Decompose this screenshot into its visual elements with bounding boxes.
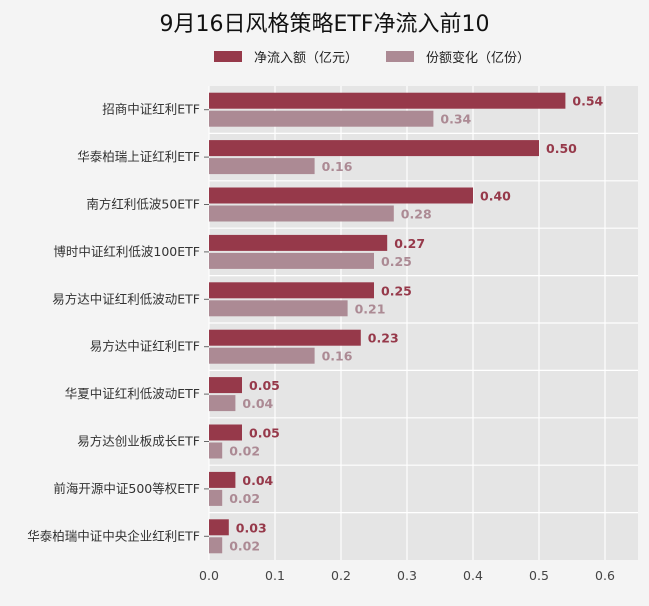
bar-shares (209, 395, 236, 412)
x-tick-label: 0.1 (265, 568, 285, 583)
value-label-shares: 0.16 (322, 349, 353, 364)
x-tick-label: 0.5 (529, 568, 549, 583)
chart-title: 9月16日风格策略ETF净流入前10 (159, 12, 490, 37)
value-label-inflow: 0.27 (394, 236, 425, 251)
legend-swatch-inflow (214, 51, 242, 62)
bar-shares (209, 205, 394, 222)
bar-shares (209, 489, 223, 506)
legend-label-inflow: 净流入额（亿元） (254, 51, 359, 66)
value-label-inflow: 0.03 (236, 520, 267, 535)
category-label: 华夏中证红利低波动ETF (65, 386, 200, 401)
value-label-shares: 0.02 (229, 491, 260, 506)
value-label-inflow: 0.04 (242, 473, 273, 488)
x-tick-label: 0.3 (397, 568, 417, 583)
category-label: 南方红利低波50ETF (86, 197, 200, 212)
x-tick-label: 0.2 (331, 568, 351, 583)
bar-inflow (209, 234, 388, 251)
category-label: 博时中证红利低波100ETF (53, 244, 200, 259)
x-tick-label: 0.6 (595, 568, 615, 583)
bar-shares (209, 442, 223, 459)
bar-inflow (209, 187, 473, 204)
value-label-inflow: 0.54 (572, 94, 603, 109)
category-label: 招商中证红利ETF (102, 102, 200, 117)
value-label-shares: 0.04 (242, 396, 273, 411)
bar-shares (209, 300, 348, 317)
value-label-inflow: 0.25 (381, 283, 412, 298)
bar-shares (209, 537, 223, 554)
bar-inflow (209, 140, 539, 157)
x-tick-label: 0.0 (199, 568, 219, 583)
value-label-shares: 0.16 (322, 159, 353, 174)
bar-inflow (209, 377, 242, 394)
bar-shares (209, 252, 374, 269)
value-label-inflow: 0.40 (480, 189, 511, 204)
legend: 净流入额（亿元） 份额变化（亿份） (214, 47, 558, 66)
bar-inflow (209, 424, 242, 441)
bar-shares (209, 110, 434, 127)
bar-inflow (209, 282, 374, 299)
category-label: 前海开源中证500等权ETF (53, 481, 200, 496)
legend-label-shares: 份额变化（亿份） (426, 51, 531, 66)
value-label-inflow: 0.05 (249, 378, 280, 393)
value-label-shares: 0.25 (381, 254, 412, 269)
legend-swatch-shares (386, 51, 415, 62)
bar-shares (209, 347, 315, 364)
bar-inflow (209, 519, 229, 536)
bar-inflow (209, 92, 566, 109)
legend-item-inflow: 净流入额（亿元） (214, 47, 358, 66)
legend-item-shares: 份额变化（亿份） (386, 47, 530, 66)
bar-inflow (209, 471, 236, 488)
category-label: 易方达创业板成长ETF (77, 434, 200, 449)
x-tick-label: 0.4 (463, 568, 483, 583)
value-label-shares: 0.02 (229, 538, 260, 553)
value-label-shares: 0.34 (440, 112, 471, 127)
value-label-inflow: 0.23 (368, 331, 399, 346)
value-label-inflow: 0.05 (249, 426, 280, 441)
bar-shares (209, 158, 315, 175)
value-label-inflow: 0.50 (546, 141, 577, 156)
value-label-shares: 0.28 (401, 207, 432, 222)
bar-inflow (209, 329, 361, 346)
value-label-shares: 0.21 (355, 301, 386, 316)
category-label: 易方达中证红利ETF (90, 339, 200, 354)
category-label: 华泰柏瑞中证中央企业红利ETF (27, 528, 200, 543)
value-label-shares: 0.02 (229, 444, 260, 459)
category-label: 易方达中证红利低波动ETF (52, 291, 200, 306)
category-label: 华泰柏瑞上证红利ETF (77, 149, 200, 164)
